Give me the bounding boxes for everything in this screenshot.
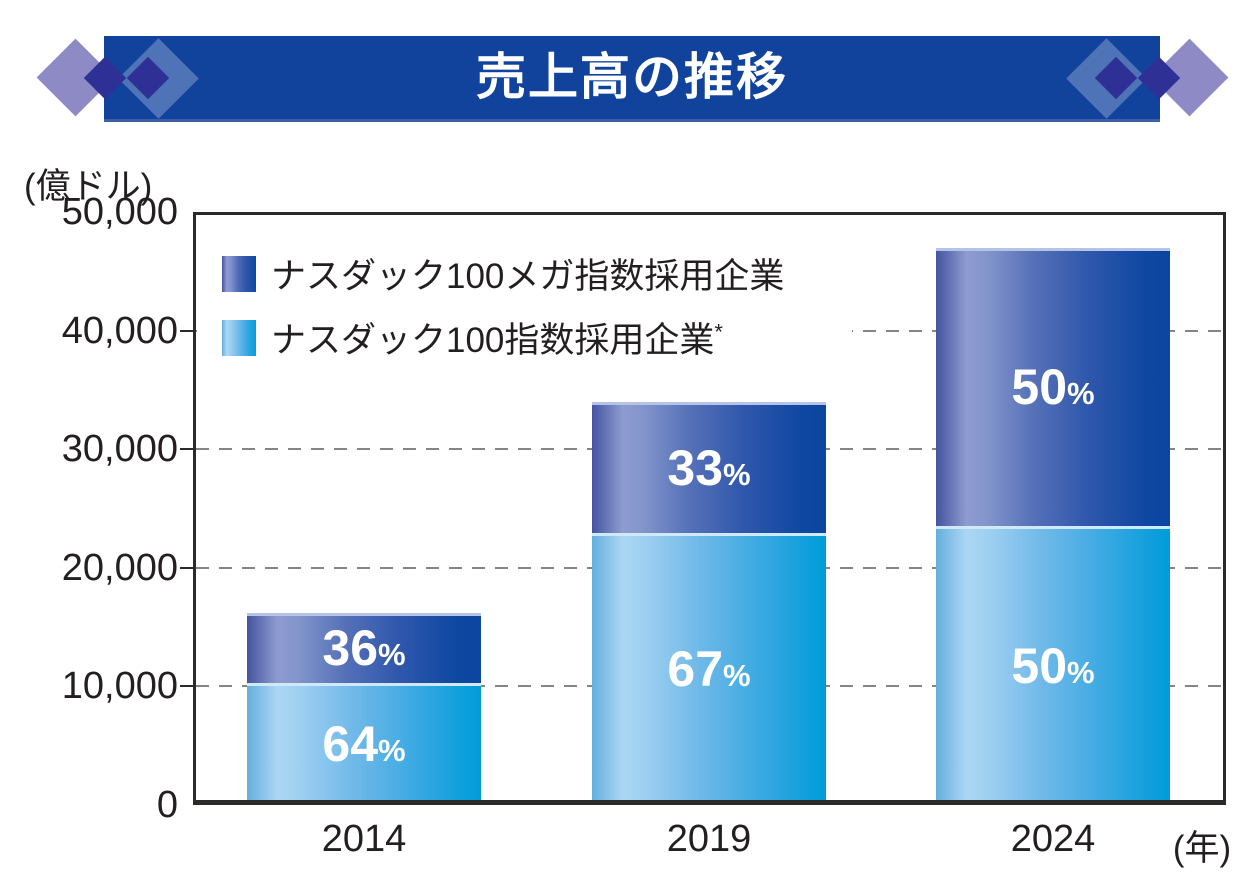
y-axis-label: 20,000	[61, 546, 178, 589]
bar-segment-n100	[592, 533, 826, 805]
y-axis-label: 10,000	[61, 665, 178, 708]
bar-segment-mega	[936, 247, 1170, 527]
y-axis-label: 30,000	[61, 428, 178, 471]
bar-label-mega: 33%	[667, 439, 751, 496]
legend-label-n100: ナスダック100指数採用企業*	[271, 319, 723, 360]
y-axis-tick	[180, 566, 193, 569]
legend-label-mega: ナスダック100メガ指数採用企業	[271, 257, 785, 296]
bar-label-n100: 67%	[667, 641, 751, 698]
page-title: 売上高の推移	[476, 49, 788, 105]
bar-label-mega: 50%	[1011, 358, 1095, 415]
legend: ナスダック100メガ指数採用企業 ナスダック100指数採用企業*	[197, 237, 852, 360]
y-axis-label: 40,000	[61, 309, 178, 352]
x-axis-unit-label: (年)	[1172, 829, 1232, 868]
bar-label-n100: 50%	[1011, 637, 1095, 694]
y-axis-tick	[180, 448, 193, 451]
y-axis-tick	[180, 685, 193, 688]
bar-segment-mega	[247, 612, 481, 683]
legend-item-n100: ナスダック100指数採用企業*	[222, 312, 852, 363]
bar-segment-mega	[592, 401, 826, 534]
legend-swatch-n100-icon	[222, 319, 256, 356]
bar-segment-n100	[247, 682, 481, 805]
x-axis-label: 2014	[321, 818, 407, 860]
x-axis-label: 2019	[666, 818, 752, 860]
legend-swatch-mega-icon	[222, 255, 256, 292]
x-axis-label: 2024	[1010, 818, 1096, 860]
bar-segment-n100	[936, 526, 1170, 805]
y-axis-tick	[180, 329, 193, 332]
y-axis-unit-label: (億ドル)	[24, 167, 153, 206]
y-axis-label: 50,000	[61, 191, 178, 233]
legend-item-mega: ナスダック100メガ指数採用企業	[222, 248, 852, 299]
y-axis-label: 0	[156, 784, 178, 826]
title-banner	[104, 36, 1160, 122]
bar-label-mega: 36%	[322, 619, 406, 676]
bar-label-n100: 64%	[322, 715, 406, 772]
